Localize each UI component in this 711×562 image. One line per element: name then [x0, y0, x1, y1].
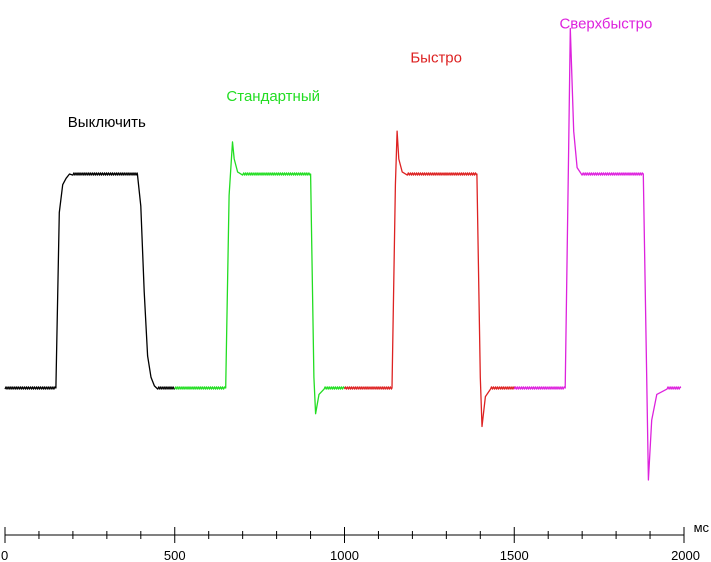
- annotation-layer: Выключить Стандартный Быстро Сверхбыстро: [68, 15, 653, 130]
- x-tick-label: 500: [164, 548, 186, 562]
- series-layer: [4, 27, 682, 481]
- series-annotation-4: Сверхбыстро: [559, 15, 652, 32]
- series-annotation-1: Выключить: [68, 114, 146, 131]
- series-line-2: [174, 141, 345, 415]
- x-tick-label: 1000: [330, 548, 359, 562]
- series-line-1: [4, 172, 176, 390]
- series-annotation-2: Стандартный: [226, 88, 320, 105]
- x-tick-label: 1500: [500, 548, 529, 562]
- series-annotation-3: Быстро: [410, 50, 462, 67]
- series-line-3: [343, 130, 515, 428]
- series-line-4: [513, 27, 682, 481]
- x-tick-label: 2000: [671, 548, 700, 562]
- x-tick-label: 0: [1, 548, 8, 562]
- x-axis: мс 0 500 1000 1500 2000: [1, 520, 710, 562]
- x-axis-unit-label: мс: [694, 520, 710, 535]
